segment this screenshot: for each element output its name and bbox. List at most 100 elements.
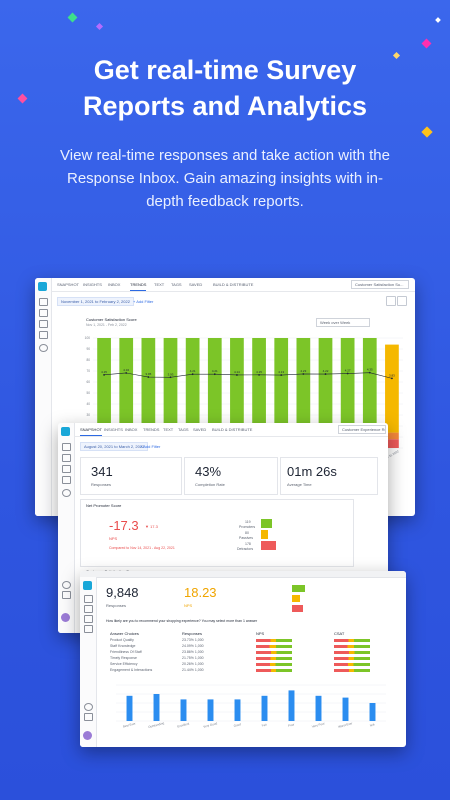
chart-icon[interactable] (84, 625, 93, 633)
help-icon[interactable] (62, 581, 71, 589)
tab-text[interactable]: TEXT (154, 282, 165, 287)
avg-point (191, 373, 194, 376)
grid-icon[interactable] (39, 298, 48, 306)
tab-build-distribute[interactable]: BUILD & DISTRIBUTE (213, 282, 254, 287)
chart-icon[interactable] (39, 331, 48, 339)
users-icon[interactable] (84, 605, 93, 613)
bar-segment (296, 338, 311, 433)
bar (261, 695, 268, 721)
bar-segment (274, 338, 289, 431)
tab-trends[interactable]: TRENDS (130, 282, 147, 291)
download-icon[interactable] (397, 296, 407, 306)
bar (315, 695, 322, 721)
x-tick-label: Excellent (177, 721, 190, 728)
tab-text[interactable]: TEXT (163, 427, 174, 432)
avg-point (346, 372, 349, 375)
bar-segment (340, 338, 355, 435)
headline-line: Get real-time Survey (93, 55, 357, 85)
chart-icon[interactable] (62, 476, 71, 484)
tab-bar: SNAPSHOT INSIGHTS INBOX TRENDS TEXT TAGS… (74, 423, 388, 437)
tab-build-distribute[interactable]: BUILD & DISTRIBUTE (212, 427, 253, 432)
answer-responses: 21.44% 1,000 (182, 668, 204, 672)
app-logo-icon[interactable] (83, 581, 92, 590)
headline-line: Reports and Analytics (82, 91, 368, 121)
avatar[interactable] (83, 731, 92, 740)
tab-snapshot[interactable]: SNAPSHOT (80, 427, 103, 436)
responses-bar-chart: Best Ever Outstanding Excellent Very Good Go… (116, 684, 386, 729)
table-header: NPS (256, 631, 265, 636)
avg-point (302, 373, 305, 375)
add-icon[interactable] (39, 344, 48, 352)
tab-insights[interactable]: INSIGHTS (83, 282, 102, 287)
survey-select[interactable]: Customer Satisfaction Su... (351, 280, 409, 289)
users-icon[interactable] (62, 454, 71, 462)
nps-value: -17.3 (109, 518, 139, 533)
bar-segment (207, 338, 222, 429)
detail-window: 9,848 Responses 18.23 NPS How likely are… (80, 571, 406, 747)
time-value: 01m 26s (287, 464, 337, 479)
line-value-label: 4.14 (234, 370, 240, 374)
survey-select[interactable]: Customer Experience Res... (338, 425, 386, 434)
csat-bar (334, 669, 370, 672)
users-icon[interactable] (39, 309, 48, 317)
nps-bar (256, 639, 292, 642)
passives-count: 80 (245, 531, 249, 535)
period-select[interactable]: Week over Week (316, 318, 370, 327)
doc-icon[interactable] (84, 713, 93, 721)
date-range-picker[interactable]: August 20, 2021 to March 2, 2022 (80, 442, 149, 451)
tab-snapshot[interactable]: SNAPSHOT (57, 282, 80, 287)
bar (153, 694, 160, 721)
nps-title: Net Promoter Score (86, 503, 122, 508)
tab-trends[interactable]: TRENDS (143, 427, 160, 432)
promoters-count: 119 (245, 520, 251, 524)
bar (234, 699, 241, 721)
help-icon[interactable] (84, 703, 93, 711)
nps-compared: Compared to Nov 14, 2021 - Aug 22, 2021 (109, 546, 175, 550)
chat-icon[interactable] (84, 615, 93, 623)
avg-point (280, 374, 283, 376)
nps-card: Net Promoter Score -17.3 ▼ 17.3 NPS Comp… (80, 499, 354, 567)
tab-tags[interactable]: TAGS (178, 427, 189, 432)
tab-inbox[interactable]: INBOX (125, 427, 138, 432)
app-logo-icon[interactable] (61, 427, 70, 436)
y-tick-label: 40 (86, 402, 90, 406)
tab-tags[interactable]: TAGS (171, 282, 182, 287)
tab-saved[interactable]: SAVED (189, 282, 203, 287)
x-tick-label: Jan 31 2022 (383, 449, 400, 461)
nps-bar (256, 645, 292, 648)
bar (180, 699, 187, 721)
grid-icon[interactable] (84, 595, 93, 603)
add-icon[interactable] (62, 489, 71, 497)
chat-icon[interactable] (62, 465, 71, 473)
promoters-bar (261, 519, 272, 528)
tab-saved[interactable]: SAVED (193, 427, 207, 432)
tab-inbox[interactable]: INBOX (108, 282, 121, 287)
table-row: Engagement & Interactions 21.44% 1,000 (106, 668, 396, 674)
bar-segment (318, 338, 333, 433)
x-tick-label: Best Ever (122, 721, 136, 728)
chat-icon[interactable] (39, 320, 48, 328)
line-value-label: 4.22 (323, 369, 329, 373)
date-range-picker[interactable]: November 1, 2021 to February 2, 2022 (57, 297, 134, 306)
csat-bar (334, 663, 370, 666)
answer-choice: Timely Response (110, 656, 137, 660)
bar-segment (252, 338, 266, 429)
tab-insights[interactable]: INSIGHTS (104, 427, 123, 432)
add-filter-link[interactable]: + Add Filter (133, 299, 154, 304)
share-icon[interactable] (386, 296, 396, 306)
bar-segment (141, 338, 156, 429)
avg-line (104, 372, 393, 379)
avatar[interactable] (61, 613, 70, 622)
nps-value: 18.23 (184, 585, 217, 600)
table-header: CSAT (334, 631, 345, 636)
y-tick-label: 90 (86, 347, 90, 351)
csat-bar (334, 657, 370, 660)
add-filter-link[interactable]: + Add Filter (140, 444, 161, 449)
answer-responses: 21.75% 1,000 (182, 656, 204, 660)
nps-label: NPS (184, 603, 193, 608)
app-logo-icon[interactable] (38, 282, 47, 291)
avg-point (213, 373, 216, 376)
doc-icon[interactable] (62, 591, 71, 599)
question-text: How likely are you to recommend your sho… (106, 619, 258, 623)
grid-icon[interactable] (62, 443, 71, 451)
